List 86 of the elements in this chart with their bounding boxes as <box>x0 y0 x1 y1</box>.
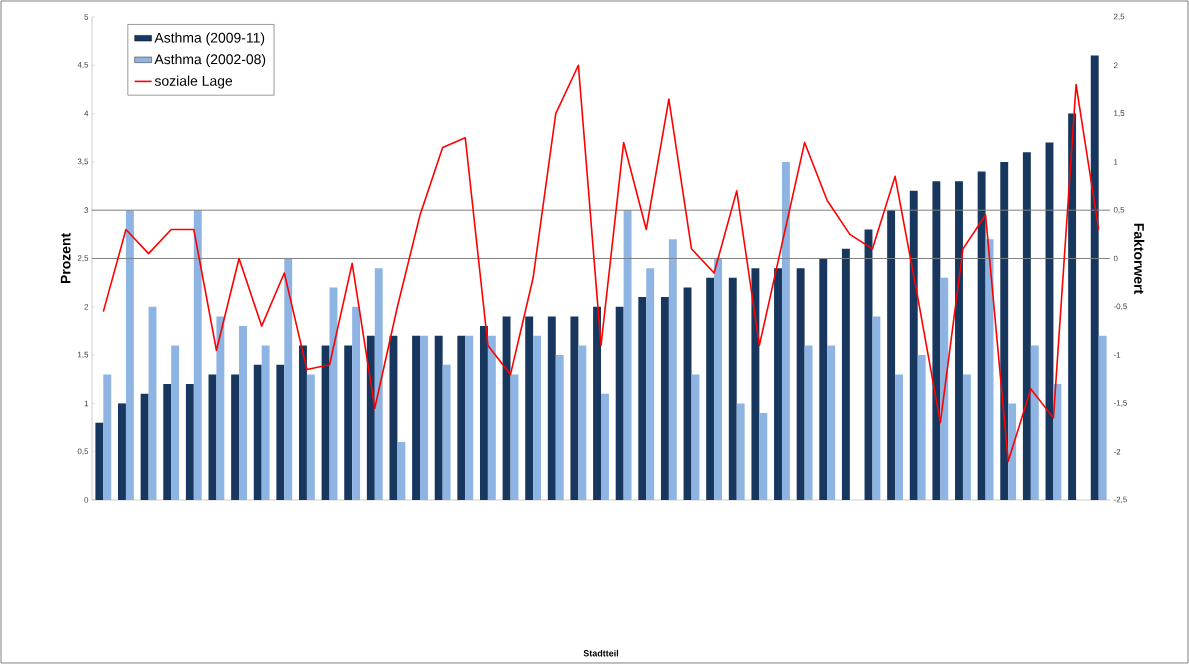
bar <box>352 306 361 500</box>
bar <box>253 364 262 500</box>
bar <box>623 210 632 500</box>
bar <box>374 268 383 500</box>
bar <box>555 355 564 500</box>
bar <box>163 384 172 500</box>
bar <box>434 335 443 500</box>
bar <box>465 335 474 500</box>
bar <box>706 277 715 500</box>
y2-axis-title: Faktorwert <box>1134 223 1145 294</box>
bar <box>487 335 496 500</box>
bar <box>185 384 194 500</box>
bar <box>366 335 375 500</box>
y-axis-title: Prozent <box>60 233 71 284</box>
bar <box>691 374 700 500</box>
bar <box>638 297 647 500</box>
bar <box>955 181 963 500</box>
bar <box>95 422 104 500</box>
bar <box>103 374 112 500</box>
bar <box>306 374 315 500</box>
bar <box>231 374 240 500</box>
text: Stadtteil <box>583 649 619 657</box>
bar <box>171 345 180 500</box>
bar <box>118 403 126 500</box>
bar <box>714 258 723 500</box>
bar <box>389 335 398 500</box>
bar <box>140 393 149 500</box>
bar <box>533 335 542 500</box>
bar <box>917 355 926 500</box>
bar <box>796 268 805 500</box>
bar <box>646 268 655 500</box>
bar <box>615 306 624 500</box>
bar <box>547 316 556 500</box>
bar <box>193 210 202 500</box>
bar <box>1053 384 1062 500</box>
bar <box>442 364 451 500</box>
bar <box>887 210 896 500</box>
bar <box>216 316 225 500</box>
bar <box>412 335 421 500</box>
bar <box>276 364 285 500</box>
bar <box>932 181 941 500</box>
bar <box>660 297 669 500</box>
bar <box>962 374 971 500</box>
bar <box>1000 161 1009 500</box>
bar <box>1098 335 1107 500</box>
legend-label: soziale Lage <box>154 75 233 89</box>
bar <box>940 277 949 500</box>
bar <box>239 326 247 500</box>
bar <box>895 374 904 500</box>
bar <box>284 258 293 500</box>
bar <box>736 403 745 500</box>
bar <box>751 268 760 500</box>
bar <box>819 258 828 500</box>
bar <box>261 345 270 500</box>
bar <box>1008 403 1017 500</box>
bar <box>570 316 579 500</box>
bar <box>321 345 330 500</box>
bar <box>759 413 768 500</box>
bar <box>909 190 918 500</box>
bar <box>668 239 677 500</box>
legend-label: Asthma (2009-11) <box>154 32 265 46</box>
bar <box>420 335 428 500</box>
bar <box>804 345 813 500</box>
bar <box>977 171 986 500</box>
bar <box>525 316 534 500</box>
bar <box>397 442 406 500</box>
bar <box>1090 55 1099 500</box>
bar <box>479 326 488 500</box>
bar <box>1022 152 1031 500</box>
bar <box>872 316 881 500</box>
bar <box>125 210 134 500</box>
bar <box>593 306 601 500</box>
bar <box>578 345 587 500</box>
bar <box>1068 113 1077 500</box>
bar <box>827 345 836 500</box>
bar <box>457 335 466 500</box>
bar <box>781 161 790 500</box>
bar <box>502 316 511 500</box>
bar <box>601 393 609 500</box>
bar <box>1030 345 1039 500</box>
legend-label: Asthma (2002-08) <box>154 54 266 67</box>
bar <box>344 345 353 500</box>
bar <box>728 277 737 500</box>
bar <box>774 268 782 500</box>
bar <box>841 248 850 500</box>
bar <box>299 345 307 500</box>
